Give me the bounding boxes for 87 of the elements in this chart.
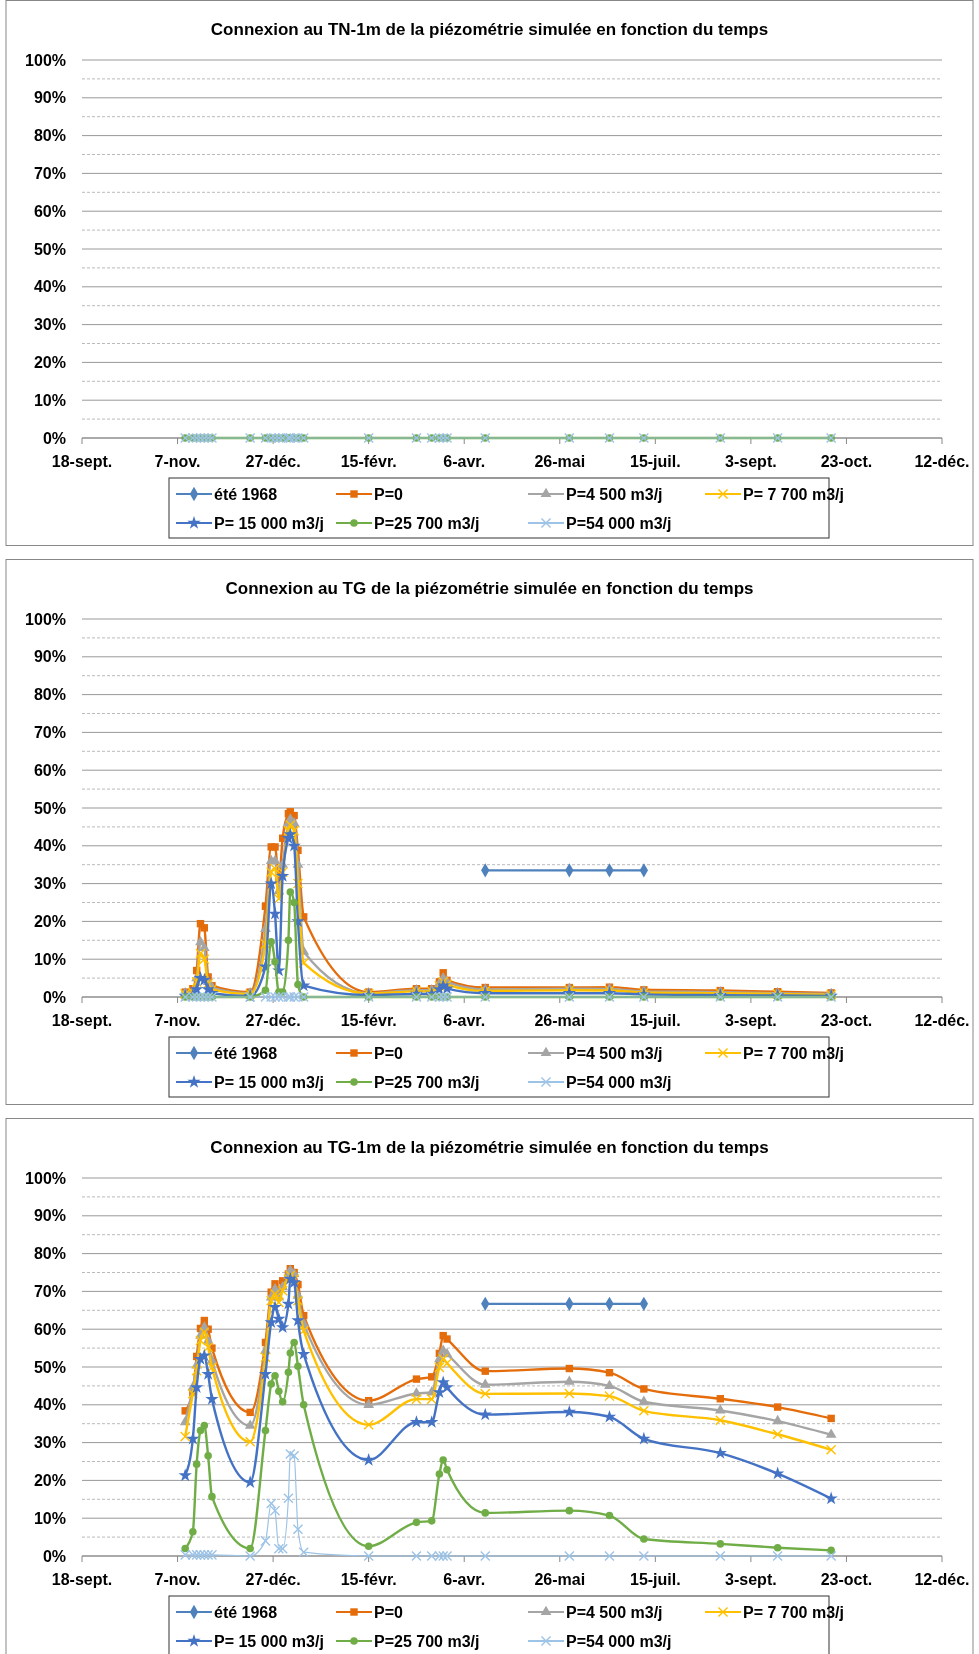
legend-label: P=4 500 m3/j	[566, 485, 663, 503]
legend-label: P=0	[374, 1044, 404, 1062]
legend-label: P=4 500 m3/j	[566, 1044, 663, 1062]
legend-label: P= 7 700 m3/j	[743, 1044, 844, 1062]
legend-label: P=25 700 m3/j	[374, 514, 480, 532]
legend-label: P=54 000 m3/j	[566, 514, 672, 532]
x-tick-label: 15-févr.	[340, 1012, 397, 1029]
x-tick-label: 15-févr.	[340, 1571, 397, 1588]
legend-label: P= 15 000 m3/j	[214, 514, 324, 532]
y-tick-label: 10%	[33, 1509, 66, 1527]
x-tick-label: 3-sept.	[725, 453, 777, 470]
legend-label: P=25 700 m3/j	[374, 1073, 480, 1091]
y-tick-label: 80%	[33, 127, 66, 145]
y-tick-label: 20%	[33, 1472, 66, 1489]
x-tick-label: 27-déc.	[245, 1012, 301, 1029]
chart-title: Connexion au TN-1m de la piézométrie simulée en fonction du temps	[210, 20, 769, 39]
y-tick-label: 100%	[25, 51, 66, 69]
y-tick-label: 50%	[33, 240, 66, 258]
y-tick-label: 80%	[33, 1245, 66, 1263]
y-tick-label: 60%	[33, 202, 66, 220]
y-tick-label: 90%	[33, 89, 66, 107]
y-tick-label: 50%	[33, 799, 66, 817]
x-tick-label: 18-sept.	[51, 1012, 113, 1029]
x-tick-label: 12-déc.	[914, 1571, 970, 1588]
x-tick-label: 12-déc.	[914, 1012, 970, 1029]
y-tick-label: 20%	[33, 354, 66, 371]
y-tick-label: 70%	[33, 724, 66, 741]
y-tick-label: 90%	[33, 648, 66, 666]
y-tick-label: 0%	[42, 988, 66, 1006]
x-tick-label: 15-juil.	[629, 1012, 681, 1029]
legend-label: P=54 000 m3/j	[566, 1073, 672, 1091]
legend-label: P= 7 700 m3/j	[743, 485, 844, 503]
x-tick-label: 27-déc.	[245, 453, 301, 470]
y-tick-label: 50%	[33, 1358, 66, 1376]
legend-label: été 1968	[214, 1603, 278, 1621]
y-tick-label: 30%	[33, 875, 66, 893]
x-tick-label: 27-déc.	[245, 1571, 301, 1588]
y-tick-label: 10%	[33, 950, 66, 968]
y-tick-label: 70%	[33, 165, 66, 182]
x-tick-label: 18-sept.	[51, 1571, 113, 1588]
x-tick-label: 15-févr.	[340, 453, 397, 470]
chart-title: Connexion au TG-1m de la piézométrie simulée en fonction du temps	[210, 1138, 769, 1157]
legend-label: P= 15 000 m3/j	[214, 1073, 324, 1091]
legend-label: P=0	[374, 485, 404, 503]
y-tick-label: 60%	[33, 761, 66, 779]
x-tick-label: 7-nov.	[154, 453, 201, 470]
legend-label: P=54 000 m3/j	[566, 1632, 672, 1650]
x-tick-label: 26-mai	[534, 1012, 586, 1029]
x-tick-label: 3-sept.	[725, 1012, 777, 1029]
x-tick-label: 7-nov.	[154, 1571, 201, 1588]
y-tick-label: 10%	[33, 391, 66, 409]
x-tick-label: 18-sept.	[51, 453, 113, 470]
y-tick-label: 40%	[33, 837, 66, 855]
x-tick-label: 6-avr.	[443, 453, 486, 470]
legend-label: été 1968	[214, 485, 278, 503]
legend-label: P= 15 000 m3/j	[214, 1632, 324, 1650]
y-tick-label: 100%	[25, 610, 66, 628]
x-tick-label: 7-nov.	[154, 1012, 201, 1029]
y-tick-label: 60%	[33, 1320, 66, 1338]
x-tick-label: 3-sept.	[725, 1571, 777, 1588]
y-tick-label: 30%	[33, 1434, 66, 1452]
x-tick-label: 23-oct.	[820, 453, 873, 470]
x-tick-label: 26-mai	[534, 453, 586, 470]
y-tick-label: 40%	[33, 1396, 66, 1414]
y-tick-label: 0%	[42, 1547, 66, 1565]
legend-label: P=25 700 m3/j	[374, 1632, 480, 1650]
y-tick-label: 80%	[33, 686, 66, 704]
y-tick-label: 100%	[25, 1169, 66, 1187]
x-tick-label: 15-juil.	[629, 453, 681, 470]
legend-label: P= 7 700 m3/j	[743, 1603, 844, 1621]
legend-label: P=0	[374, 1603, 404, 1621]
y-tick-label: 0%	[42, 429, 66, 447]
x-tick-label: 15-juil.	[629, 1571, 681, 1588]
x-tick-label: 23-oct.	[820, 1012, 873, 1029]
x-tick-label: 6-avr.	[443, 1012, 486, 1029]
y-tick-label: 40%	[33, 278, 66, 296]
chart-title: Connexion au TG de la piézométrie simulée en fonction du temps	[225, 579, 754, 598]
x-tick-label: 6-avr.	[443, 1571, 486, 1588]
x-tick-label: 26-mai	[534, 1571, 586, 1588]
legend-label: P=4 500 m3/j	[566, 1603, 663, 1621]
x-tick-label: 23-oct.	[820, 1571, 873, 1588]
y-tick-label: 20%	[33, 913, 66, 930]
legend-label: été 1968	[214, 1044, 278, 1062]
y-tick-label: 90%	[33, 1207, 66, 1225]
x-tick-label: 12-déc.	[914, 453, 970, 470]
y-tick-label: 70%	[33, 1283, 66, 1300]
y-tick-label: 30%	[33, 316, 66, 334]
